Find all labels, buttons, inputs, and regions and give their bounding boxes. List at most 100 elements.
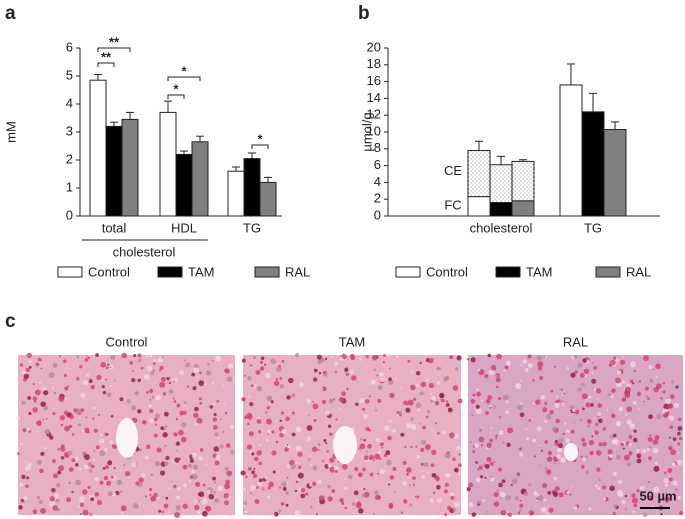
bar [159,111,177,217]
texture [615,358,620,362]
texture [543,355,546,358]
texture [95,353,99,357]
texture [490,426,493,429]
texture [666,396,669,400]
texture [399,413,402,417]
texture [291,432,296,437]
texture [443,489,448,494]
texture [52,412,56,416]
texture [552,427,557,432]
texture [444,452,451,459]
texture [278,509,282,513]
texture [137,378,142,383]
texture [149,388,154,394]
texture [569,404,575,410]
texture [158,509,162,513]
texture [154,423,157,426]
texture [152,358,157,363]
texture [361,400,364,403]
texture [633,429,637,433]
texture [579,372,585,378]
texture [82,509,89,516]
texture [121,513,124,515]
texture [92,417,95,420]
texture [495,377,501,383]
texture [198,380,205,387]
texture [168,381,171,385]
texture [545,469,552,475]
texture [255,486,259,489]
texture [193,498,199,504]
texture [486,442,492,449]
texture [142,420,147,425]
texture [87,461,93,467]
texture [653,486,660,493]
bar [581,111,605,217]
texture [444,375,450,381]
texture [271,430,275,434]
texture [587,424,591,428]
vessel [564,443,578,461]
y-tick-label: 18 [367,56,381,71]
texture [246,444,253,450]
texture [184,401,187,404]
texture [638,408,640,411]
texture [592,432,595,435]
texture [140,424,142,427]
texture [166,376,170,381]
texture [334,469,338,473]
significance: ** [101,49,112,64]
texture [115,490,120,496]
texture [554,439,558,443]
texture [544,466,548,471]
panel-label: c [5,311,16,332]
stack-label: FC [444,197,461,212]
texture [275,440,279,444]
texture [437,366,441,371]
texture [113,466,116,470]
significance: * [257,131,263,146]
bar [467,196,491,217]
texture [176,403,181,408]
texture [402,481,407,486]
texture [628,451,633,456]
texture [396,355,399,358]
texture [23,495,28,501]
texture [145,355,149,358]
texture [574,370,578,374]
x-tick-label: HDL [171,220,197,235]
texture [252,355,257,359]
texture [85,354,88,357]
texture [216,400,220,403]
texture [361,493,366,498]
texture [597,486,601,491]
texture [60,447,66,452]
texture [154,413,161,419]
bar [121,118,139,217]
texture [209,405,213,409]
texture [295,461,298,465]
texture [582,458,586,462]
texture [295,445,302,452]
texture [537,494,540,497]
bar [603,128,627,217]
texture [284,447,289,452]
texture [280,502,285,506]
texture [632,510,636,514]
texture [162,432,168,438]
significance: * [181,63,187,78]
texture [389,367,392,370]
texture [177,486,181,491]
texture [149,487,153,492]
texture [264,363,267,366]
texture [643,512,648,518]
texture [251,470,255,475]
texture [523,491,529,496]
texture [344,478,347,481]
texture [557,399,561,403]
texture [281,428,287,435]
texture [388,502,394,508]
bar [105,125,123,217]
texture [628,435,633,439]
texture [138,477,144,483]
